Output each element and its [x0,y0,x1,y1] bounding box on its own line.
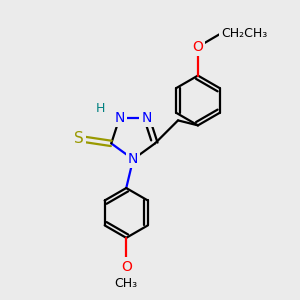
Text: N: N [128,152,138,166]
Text: H: H [96,102,105,115]
Text: CH₂CH₃: CH₂CH₃ [221,27,267,40]
Text: N: N [114,111,125,125]
Text: N: N [142,111,152,125]
Text: S: S [74,131,84,146]
Text: CH₃: CH₃ [115,277,138,290]
Text: O: O [193,40,203,54]
Text: O: O [121,260,132,274]
